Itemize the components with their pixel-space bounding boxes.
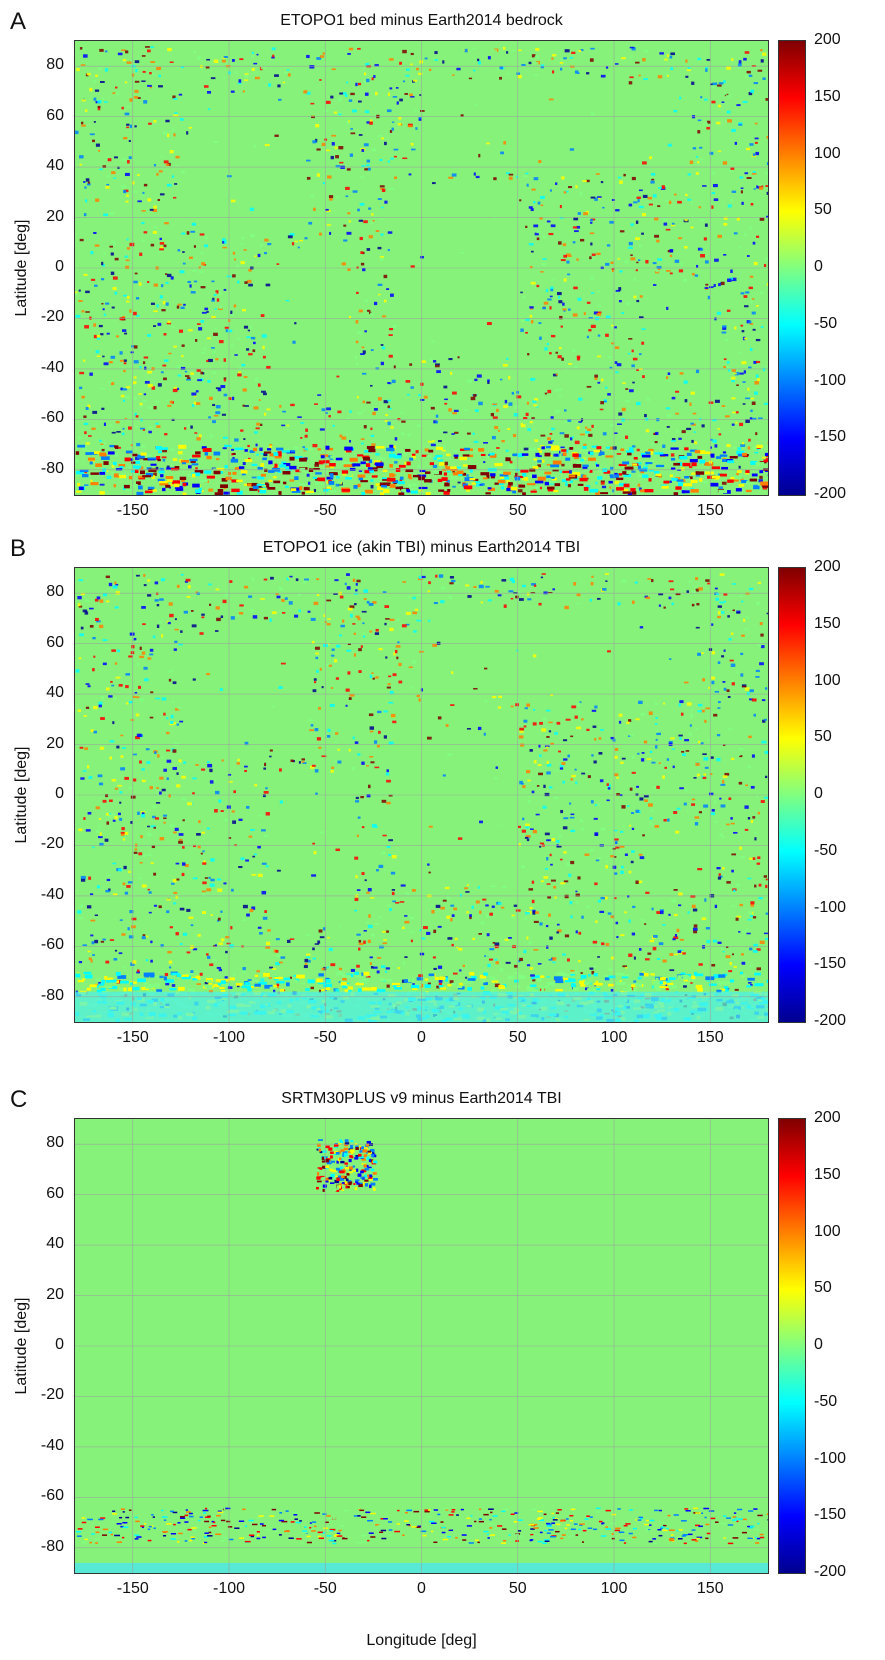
y-axis-label: Latitude [deg] (13, 746, 30, 844)
panel-letter: B (10, 535, 27, 562)
colorbar-tick-label: 150 (814, 614, 841, 632)
y-tick-label: -80 (40, 459, 64, 477)
x-tick-label: 50 (508, 1580, 527, 1597)
x-tick-label: 100 (600, 1029, 628, 1046)
y-tick-label: -40 (40, 358, 64, 376)
x-axis-label: Longitude [deg] (366, 1632, 477, 1649)
y-tick-label: -40 (40, 885, 64, 903)
colorbar-tick-label: 0 (814, 258, 823, 275)
x-tick-label: 0 (417, 502, 426, 519)
x-tick-label: -150 (116, 1029, 149, 1046)
colorbar (778, 567, 806, 1023)
x-tick-label: 150 (696, 502, 724, 519)
x-tick-label: -50 (313, 502, 337, 519)
y-tick-label: 80 (46, 56, 64, 74)
y-axis-label: Latitude [deg] (13, 219, 30, 317)
y-tick-label: -60 (40, 409, 64, 427)
y-tick-label: 80 (46, 583, 64, 601)
colorbar-tick-label: -150 (814, 428, 847, 446)
y-tick-label: -20 (40, 835, 64, 853)
x-tick-label: 50 (508, 1029, 527, 1046)
map-plot (74, 567, 769, 1023)
difference-map (75, 41, 768, 495)
y-tick-label: 0 (55, 1336, 64, 1353)
colorbar-tick-label: -50 (814, 841, 838, 859)
y-tick-label: -60 (40, 936, 64, 954)
difference-map (75, 1119, 768, 1573)
x-tick-label: 150 (696, 1029, 724, 1046)
colorbar-tick-label: 0 (814, 1336, 823, 1353)
colorbar-tick-label: 200 (814, 31, 841, 48)
difference-map (75, 568, 768, 1022)
x-tick-label: -100 (212, 1580, 246, 1597)
y-tick-label: 40 (46, 684, 64, 702)
map-plot (74, 1118, 769, 1574)
colorbar-tick-label: 100 (814, 144, 841, 162)
y-tick-label: 40 (46, 1235, 64, 1253)
y-tick-label: 80 (46, 1134, 64, 1152)
panel-letter: A (10, 8, 27, 35)
x-tick-label: -150 (116, 1580, 149, 1597)
y-tick-label: 20 (46, 734, 64, 752)
colorbar-tick-label: -200 (814, 1012, 847, 1029)
colorbar-tick-label: 200 (814, 1109, 841, 1126)
colorbar-tick-label: -100 (814, 371, 847, 389)
x-tick-label: -150 (116, 502, 149, 519)
colorbar-tick-label: 100 (814, 1222, 841, 1240)
y-tick-label: -20 (40, 1386, 64, 1404)
y-tick-label: 20 (46, 1285, 64, 1303)
colorbar-tick-label: 50 (814, 201, 832, 219)
colorbar-tick-label: 150 (814, 1165, 841, 1183)
y-tick-label: 40 (46, 157, 64, 175)
y-tick-label: 20 (46, 207, 64, 225)
y-tick-label: -80 (40, 986, 64, 1004)
colorbar-tick-label: -100 (814, 1449, 847, 1467)
colorbar-tick-label: -150 (814, 1506, 847, 1524)
colorbar-tick-label: -200 (814, 485, 847, 502)
x-tick-label: -50 (313, 1029, 337, 1046)
colorbar (778, 40, 806, 496)
y-tick-label: -80 (40, 1537, 64, 1555)
x-tick-label: 100 (600, 1580, 628, 1597)
colorbar-tick-label: -200 (814, 1563, 847, 1580)
y-tick-label: 0 (55, 785, 64, 802)
colorbar-tick-label: -100 (814, 898, 847, 916)
y-tick-label: 0 (55, 258, 64, 275)
y-axis-label: Latitude [deg] (13, 1297, 30, 1395)
x-tick-label: 150 (696, 1580, 724, 1597)
colorbar-tick-label: -50 (814, 314, 838, 332)
y-tick-label: -40 (40, 1436, 64, 1454)
x-tick-label: 100 (600, 502, 628, 519)
colorbar-tick-label: 100 (814, 671, 841, 689)
y-tick-label: -20 (40, 308, 64, 326)
panel-title: SRTM30PLUS v9 minus Earth2014 TBI (281, 1090, 562, 1107)
x-tick-label: 50 (508, 502, 527, 519)
colorbar-tick-label: 150 (814, 87, 841, 105)
y-tick-label: -60 (40, 1487, 64, 1505)
y-tick-label: 60 (46, 1184, 64, 1202)
colorbar-tick-label: 0 (814, 785, 823, 802)
colorbar-tick-label: 50 (814, 728, 832, 746)
colorbar-tick-label: 50 (814, 1279, 832, 1297)
x-tick-label: 0 (417, 1029, 426, 1046)
colorbar (778, 1118, 806, 1574)
colorbar-tick-label: -50 (814, 1392, 838, 1410)
colorbar-tick-label: -150 (814, 955, 847, 973)
x-tick-label: -50 (313, 1580, 337, 1597)
y-tick-label: 60 (46, 633, 64, 651)
panel-title: ETOPO1 ice (akin TBI) minus Earth2014 TB… (262, 539, 581, 556)
panel-title: ETOPO1 bed minus Earth2014 bedrock (280, 12, 563, 29)
x-tick-label: -100 (212, 502, 246, 519)
x-tick-label: -100 (212, 1029, 246, 1046)
map-plot (74, 40, 769, 496)
colorbar-tick-label: 200 (814, 558, 841, 575)
y-tick-label: 60 (46, 106, 64, 124)
panel-letter: C (10, 1086, 28, 1113)
x-tick-label: 0 (417, 1580, 426, 1597)
